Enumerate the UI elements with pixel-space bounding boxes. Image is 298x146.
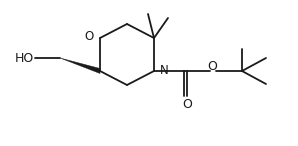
Text: O: O	[85, 31, 94, 44]
Text: HO: HO	[15, 52, 34, 65]
Polygon shape	[60, 58, 100, 73]
Text: O: O	[182, 98, 192, 111]
Text: O: O	[207, 60, 217, 73]
Text: N: N	[160, 64, 169, 77]
